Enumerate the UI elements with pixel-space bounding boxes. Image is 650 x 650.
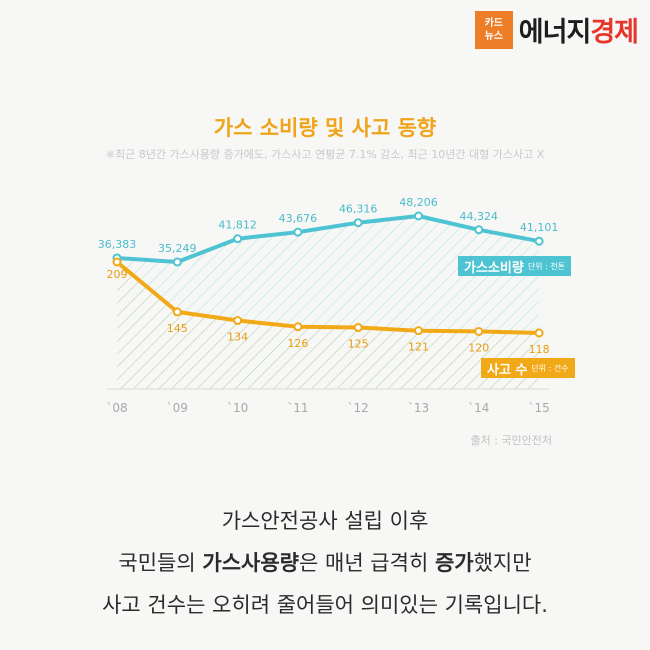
caption-line2-mid: 은 매년 급격히 xyxy=(299,551,435,575)
source-note: 출처 : 국민안전처 xyxy=(470,434,552,447)
caption-line2-bold1: 가스사용량 xyxy=(202,551,299,575)
series-1-point-2 xyxy=(233,316,243,326)
logo-badge-line2: 뉴스 xyxy=(484,30,503,42)
series-0-label-5: 48,206 xyxy=(399,196,438,209)
x-tick-label-4: `12 xyxy=(348,401,369,415)
series-1-point-5 xyxy=(414,326,423,336)
series-1-label-5: 121 xyxy=(408,341,429,354)
series-0-label-4: 46,316 xyxy=(339,203,378,216)
series-1-label-2: 134 xyxy=(227,331,248,344)
chart-title: 가스 소비량 및 사고 동향 xyxy=(213,116,437,140)
legend-gas-unit: 단위 : 천톤 xyxy=(527,261,566,271)
legend-accident-count: 사고 수 단위 : 건수 xyxy=(481,358,575,378)
legend-accident-name: 사고 수 xyxy=(487,362,528,378)
caption: 가스안전공사 설립 이후 국민들의 가스사용량은 매년 급격히 증가했지만 사고… xyxy=(0,500,650,626)
series-0-point-7 xyxy=(534,236,544,246)
x-tick-label-2: `10 xyxy=(227,401,248,415)
caption-line2: 국민들의 가스사용량은 매년 급격히 증가했지만 xyxy=(0,542,650,584)
x-tick-label-0: `08 xyxy=(106,401,127,415)
series-1-label-3: 126 xyxy=(287,337,308,350)
logo-wordmark-part1: 에너지 xyxy=(518,17,592,48)
series-0-label-2: 41,812 xyxy=(218,219,257,232)
caption-line2-bold2: 증가 xyxy=(434,551,474,575)
series-0-point-2 xyxy=(233,234,243,244)
series-1-label-0: 209 xyxy=(107,268,128,281)
line-chart: 36,383 35,249 41,812 43,676 46,316 48,206 44,3… xyxy=(98,196,559,415)
series-0-label-3: 43,676 xyxy=(279,212,318,225)
series-1-point-1 xyxy=(172,307,182,317)
series-0-label-7: 41,101 xyxy=(520,221,559,234)
series-0-label-6: 44,324 xyxy=(460,210,499,223)
series-1-point-4 xyxy=(353,323,363,333)
x-tick-label-7: `15 xyxy=(528,401,549,415)
chart-subtitle: ※최근 8년간 가스사용량 증가에도, 가스사고 연평균 7.1% 감소, 최근… xyxy=(105,148,545,161)
logo-badge-line1: 카드 xyxy=(484,17,503,29)
series-0-area xyxy=(117,216,540,389)
legend-accident-unit: 단위 : 건수 xyxy=(531,363,569,373)
legend-gas-consumption: 가스소비량 단위 : 천톤 xyxy=(458,256,572,276)
logo-badge: 카드 뉴스 xyxy=(474,10,513,49)
logo-wordmark-part2: 경제 xyxy=(590,17,639,48)
series-0-point-1 xyxy=(172,257,182,267)
series-0-point-5 xyxy=(414,211,423,221)
x-tick-label-5: `13 xyxy=(408,401,429,415)
caption-line3: 사고 건수는 오히려 줄어들어 의미있는 기록입니다. xyxy=(102,593,548,617)
series-1-label-1: 145 xyxy=(167,322,188,335)
series-0-label-1: 35,249 xyxy=(158,242,197,255)
legend-gas-name: 가스소비량 xyxy=(464,260,524,276)
series-1-label-4: 125 xyxy=(348,338,369,351)
series-0-line xyxy=(115,214,542,264)
series-1-point-7 xyxy=(534,328,544,338)
series-1-line xyxy=(115,260,542,335)
x-tick-label-1: `09 xyxy=(167,401,188,415)
caption-line2-post: 했지만 xyxy=(473,551,532,575)
series-0-label-0: 36,383 xyxy=(98,238,137,251)
series-0-point-4 xyxy=(353,218,363,228)
series-1-point-6 xyxy=(474,326,484,336)
caption-line1: 가스안전공사 설립 이후 xyxy=(221,509,429,533)
caption-line2-pre: 국민들의 xyxy=(118,551,203,575)
series-1-label-6: 120 xyxy=(468,341,489,354)
series-1-label-7: 118 xyxy=(529,343,550,356)
x-tick-label-3: `11 xyxy=(287,401,308,415)
series-0-point-3 xyxy=(293,227,303,237)
series-0-point-6 xyxy=(474,225,484,235)
series-1-point-3 xyxy=(293,322,303,332)
logo-wordmark: 에너지경제 xyxy=(518,10,639,49)
series-1-point-0 xyxy=(112,257,122,267)
x-tick-label-6: `14 xyxy=(468,401,489,415)
logo: 카드 뉴스 에너지경제 xyxy=(474,10,639,49)
